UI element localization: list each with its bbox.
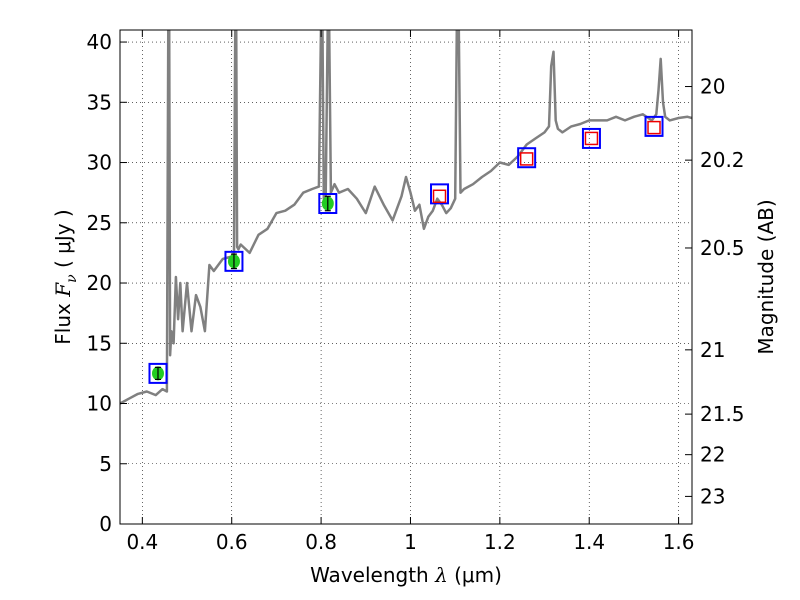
photometry-points xyxy=(148,115,664,384)
model-box xyxy=(318,193,338,215)
y2-tick-label: 20.5 xyxy=(700,236,745,260)
model-box xyxy=(517,147,537,169)
x-tick-label: 0.8 xyxy=(305,530,337,554)
y-tick-label: 35 xyxy=(87,90,112,114)
x-tick-label: 0.4 xyxy=(126,530,158,554)
model-box xyxy=(224,250,244,272)
y2-tick-label: 20.2 xyxy=(700,148,745,172)
nir-point xyxy=(584,131,599,146)
y-tick-label: 5 xyxy=(99,452,112,476)
x-tick-label: 1.2 xyxy=(484,530,516,554)
model-box xyxy=(581,127,601,149)
y2-tick-label: 21 xyxy=(700,338,725,362)
y-tick-label: 10 xyxy=(87,392,112,416)
y-tick-label: 30 xyxy=(87,151,112,175)
x-tick-label: 1.6 xyxy=(663,530,695,554)
x-tick-label: 1 xyxy=(404,530,417,554)
x-tick-label: 0.6 xyxy=(216,530,248,554)
y-tick-label: 0 xyxy=(99,512,112,536)
model-box xyxy=(148,362,168,384)
y2-tick-label: 21.5 xyxy=(700,402,745,426)
nir-point xyxy=(432,189,447,204)
y2-tick-label: 22 xyxy=(700,443,725,467)
y-tick-label: 25 xyxy=(87,211,112,235)
spectrum-line xyxy=(120,30,692,405)
y2-tick-label: 23 xyxy=(700,484,725,508)
plot-frame xyxy=(119,29,693,525)
y2-tick-label: 20 xyxy=(700,75,725,99)
right-axis-label: Magnitude (AB) xyxy=(754,199,778,354)
x-tick-label: 1.4 xyxy=(573,530,605,554)
nir-point xyxy=(519,152,534,166)
x-axis-label: Wavelength λ (μm) xyxy=(310,563,502,587)
y-tick-label: 15 xyxy=(87,331,112,355)
y-axis-label: Flux Fν ( μJy ) xyxy=(51,209,80,344)
y-tick-label: 20 xyxy=(87,271,112,295)
model-box xyxy=(644,115,664,137)
model-box xyxy=(430,183,450,205)
grid-lines xyxy=(120,30,692,525)
spectrum-series xyxy=(120,30,692,405)
y-tick-label: 40 xyxy=(87,30,112,54)
nir-point xyxy=(647,120,661,135)
axis-ticks: 0.4 0.6 0.8 1 1.2 1.4 1.6 0 5 10 15 20 25 30 35 40 20 20.… xyxy=(87,30,745,554)
